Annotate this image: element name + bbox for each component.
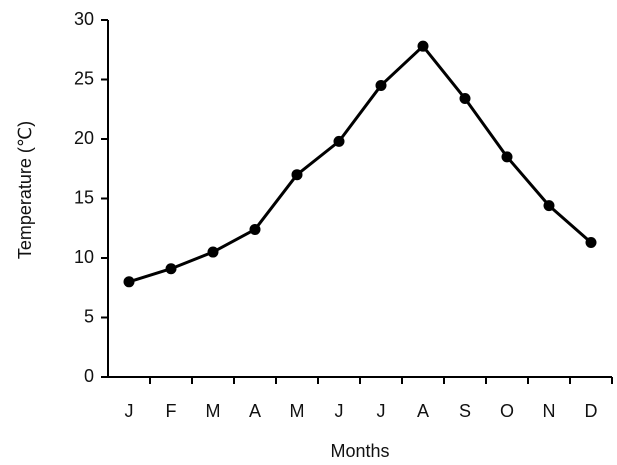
marker — [333, 135, 345, 147]
x-tick-label: O — [500, 401, 514, 421]
marker — [123, 276, 135, 288]
y-tick-label: 15 — [74, 187, 94, 207]
marker — [417, 40, 429, 52]
y-tick-label: 5 — [84, 306, 94, 326]
marker — [585, 237, 597, 249]
y-tick-label: 20 — [74, 128, 94, 148]
y-tick-label: 10 — [74, 247, 94, 267]
x-tick-label: M — [206, 401, 221, 421]
y-tick-label: 0 — [84, 366, 94, 386]
x-tick-label: S — [459, 401, 471, 421]
x-tick-label: J — [335, 401, 344, 421]
x-tick-label: F — [166, 401, 177, 421]
y-tick-label: 25 — [74, 68, 94, 88]
x-tick-label: M — [290, 401, 305, 421]
marker — [207, 246, 219, 258]
x-axis-title: Months — [330, 441, 389, 461]
marker — [291, 169, 303, 181]
x-tick-label: J — [125, 401, 134, 421]
marker — [459, 93, 471, 105]
x-tick-label: D — [585, 401, 598, 421]
marker — [375, 79, 387, 91]
x-tick-label: N — [543, 401, 556, 421]
x-tick-label: J — [377, 401, 386, 421]
y-tick-label: 30 — [74, 9, 94, 29]
marker — [501, 151, 513, 163]
y-axis-title: Temperature (℃) — [15, 121, 35, 259]
x-tick-label: A — [249, 401, 261, 421]
marker — [543, 200, 555, 212]
x-tick-label: A — [417, 401, 429, 421]
marker — [165, 263, 177, 275]
marker — [249, 223, 261, 235]
line — [128, 44, 592, 284]
